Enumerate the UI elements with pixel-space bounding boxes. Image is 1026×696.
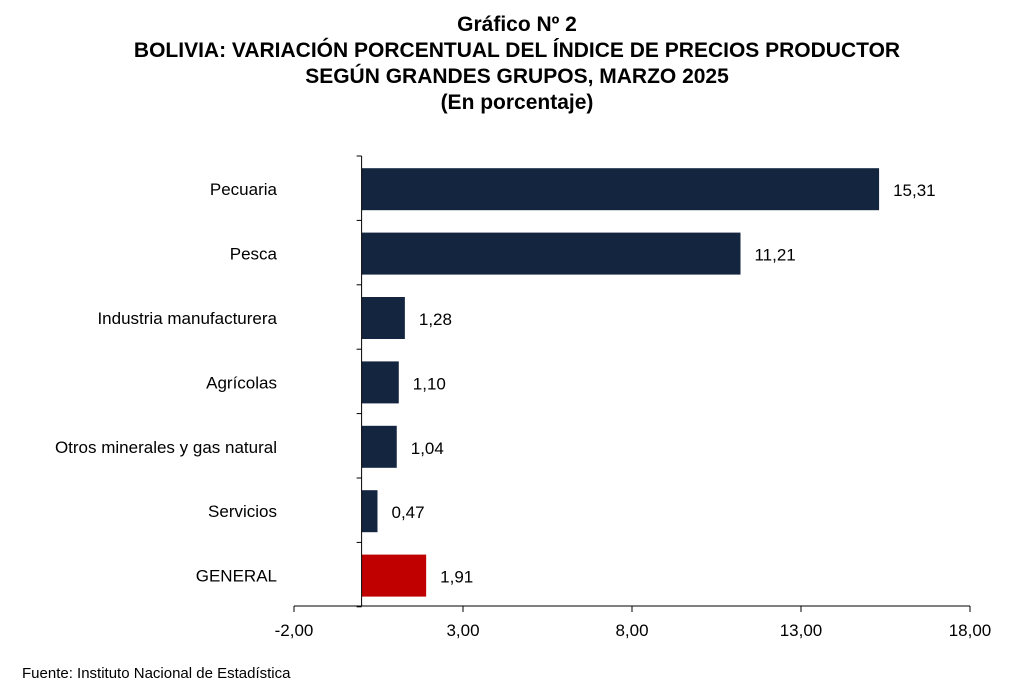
x-tick-label-1: 3,00 — [446, 621, 479, 640]
bar-3 — [361, 361, 399, 404]
value-label-6: 1,91 — [440, 568, 473, 587]
bar-4 — [361, 425, 397, 468]
bar-6 — [361, 554, 427, 597]
category-label-5: Servicios — [208, 502, 277, 521]
bar-0 — [361, 168, 880, 211]
x-tick-label-0: -2,00 — [275, 621, 314, 640]
chart-title-block: Gráfico Nº 2 BOLIVIA: VARIACIÓN PORCENTU… — [0, 12, 1026, 116]
x-tick-label-3: 13,00 — [780, 621, 823, 640]
bar-1 — [361, 232, 741, 275]
category-label-3: Agrícolas — [206, 373, 277, 392]
x-tick-label-2: 8,00 — [615, 621, 648, 640]
chart-subtitle: (En porcentaje) — [440, 91, 594, 114]
category-label-4: Otros minerales y gas natural — [55, 438, 277, 457]
x-tick-label-4: 18,00 — [949, 621, 992, 640]
value-label-1: 11,21 — [754, 246, 795, 265]
category-label-1: Pesca — [230, 245, 278, 264]
value-label-0: 15,31 — [893, 181, 936, 200]
value-label-5: 0,47 — [391, 503, 424, 522]
bar-chart: Pecuaria 15,31 Pesca 11,21 Industria manufac… — [55, 155, 992, 640]
value-label-3: 1,10 — [413, 374, 446, 393]
bar-5 — [361, 490, 378, 533]
category-label-0: Pecuaria — [210, 180, 278, 199]
chart-title-line-1: Gráfico Nº 2 — [457, 13, 577, 36]
category-label-2: Industria manufacturera — [97, 309, 277, 328]
source-note: Fuente: Instituto Nacional de Estadístic… — [22, 665, 291, 682]
value-label-4: 1,04 — [411, 439, 444, 458]
value-label-2: 1,28 — [419, 310, 452, 329]
chart-title-line-3: SEGÚN GRANDES GRUPOS, MARZO 2025 — [305, 65, 729, 88]
bar-2 — [361, 297, 405, 339]
category-label-6: GENERAL — [196, 567, 277, 586]
chart-title-line-2: BOLIVIA: VARIACIÓN PORCENTUAL DEL ÍNDICE… — [133, 39, 901, 62]
